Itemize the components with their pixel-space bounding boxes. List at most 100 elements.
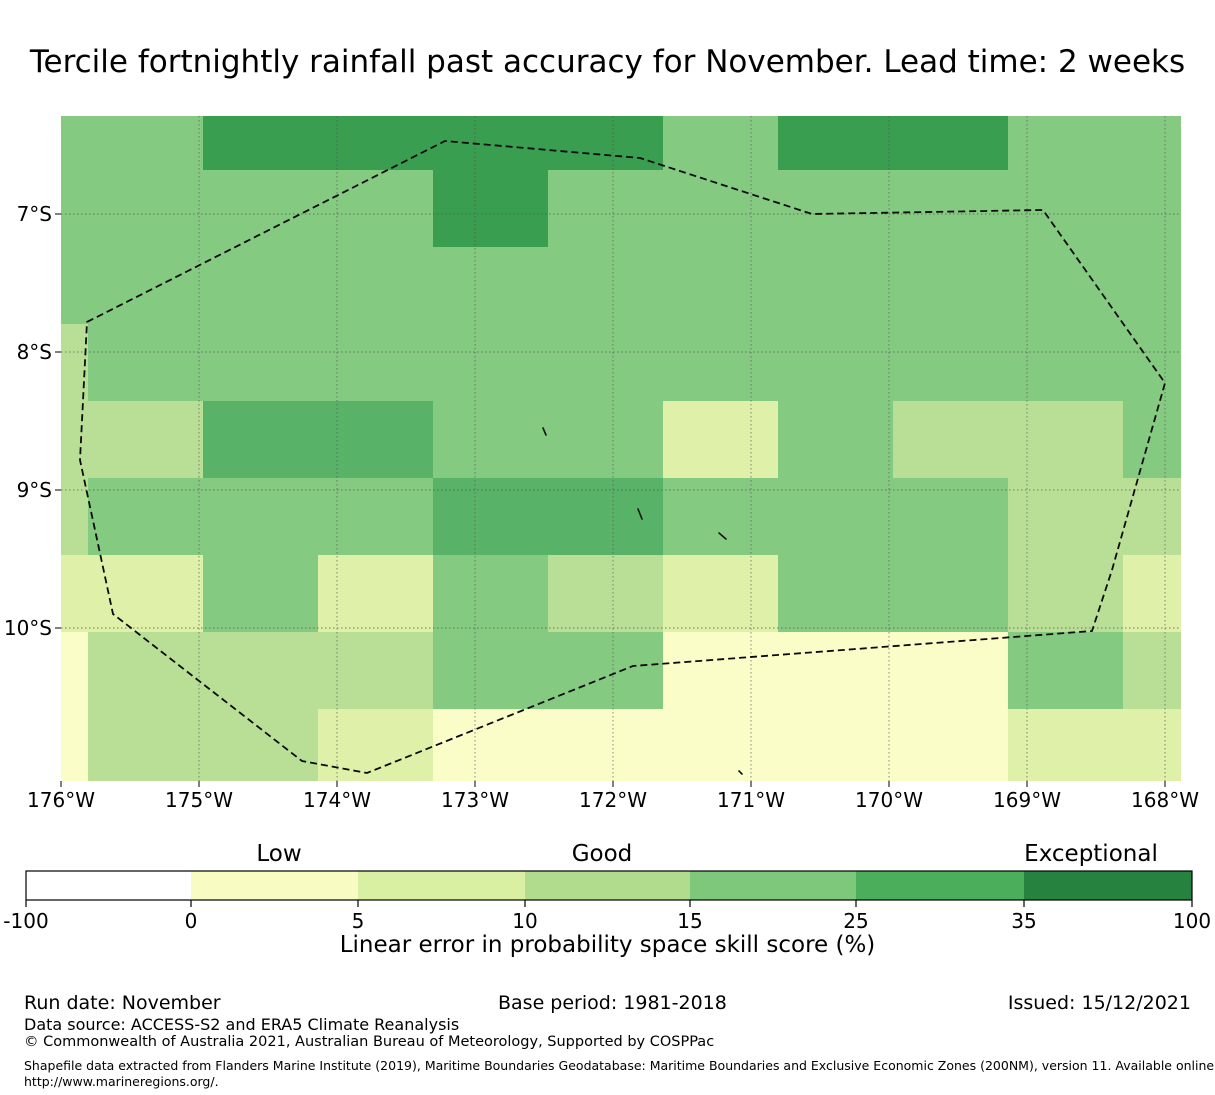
map-cell [663,709,778,781]
longitude-tick-label: 172°W [579,788,647,812]
latitude-tick-label: 10°S [3,616,52,640]
longitude-tick-label: 170°W [855,788,923,812]
map-cell [318,401,433,478]
data-source-label: Data source: ACCESS-S2 and ERA5 Climate … [24,1015,460,1034]
longitude-tick-label: 171°W [717,788,785,812]
colorbar-category-label: Exceptional [1024,841,1158,867]
longitude-tick-label: 173°W [441,788,509,812]
map-cell [663,555,778,632]
map-cell [778,116,893,170]
colorbar-tick-label: 15 [677,909,703,933]
colorbar-tick-label: 5 [351,909,365,933]
map-cell [1123,555,1181,632]
colorbar-segment [1024,871,1192,900]
map-cell [1008,247,1123,324]
colorbar-segment [191,871,358,900]
map-cell [61,324,88,401]
latitude-tick-label: 8°S [16,340,52,364]
map-cell [1123,324,1181,401]
map-cell [88,324,203,401]
shapefile-url: http://www.marineregions.org/. [24,1074,219,1089]
map-cell [88,170,203,247]
map-cell [433,555,548,632]
map-cell [663,401,778,478]
map-cell [778,401,893,478]
colorbar-tick-label: 25 [843,909,869,933]
map-cell [778,709,893,781]
map-cell [1123,632,1181,709]
colorbar-tick-label: 10 [512,909,538,933]
map-cell [318,478,433,555]
island-mark [542,427,547,436]
map-cell [1123,116,1181,170]
map-cell [893,555,1008,632]
map-cell [61,555,88,632]
map-cell [893,709,1008,781]
colorbar-tick-label: 100 [1172,909,1212,933]
map-cell [433,116,548,170]
map-cell [88,247,203,324]
map-cell [61,632,88,709]
map-cell [548,170,663,247]
map-cell [893,401,1008,478]
longitude-tick-label: 174°W [303,788,371,812]
map-cell [778,324,893,401]
longitude-tick-label: 175°W [165,788,233,812]
map-cell [1008,324,1123,401]
issued-date-label: Issued: 15/12/2021 [1007,992,1191,1014]
map-cell [203,401,318,478]
colorbar-category-label: Good [571,841,633,867]
map-cell [318,632,433,709]
map-cell [893,116,1008,170]
island-mark [718,532,727,540]
run-date-label: Run date: November [24,992,221,1014]
map-cell [548,116,663,170]
map-cell [61,401,88,478]
map-cell [1008,116,1123,170]
map-cell [203,632,318,709]
map-cell [1123,709,1181,781]
map-cell [663,632,778,709]
copyright-label: © Commonwealth of Australia 2021, Austra… [24,1034,715,1050]
colorbar-axis-label: Linear error in probability space skill … [339,932,876,958]
map-cell [893,478,1008,555]
map-cell [893,247,1008,324]
colorbar-outline [25,870,1193,901]
map-cell [1008,632,1123,709]
map-cell [433,632,548,709]
map-cell [893,632,1008,709]
island-mark [637,508,643,520]
longitude-tick-label: 168°W [1131,788,1199,812]
latitude-tick-label: 9°S [16,478,52,502]
map-cell [203,116,318,170]
map-cell [61,247,88,324]
map-cell [778,632,893,709]
shapefile-note: Shapefile data extracted from Flanders M… [24,1058,1215,1073]
map-cell [203,324,318,401]
map-cell [433,709,548,781]
colorbar-category-label: Low [256,841,302,867]
colorbar-tick-label: 0 [184,909,198,933]
map-cell [203,247,318,324]
colorbar-segment [358,871,525,900]
latitude-tick-label: 7°S [16,202,52,226]
map-cell [318,116,433,170]
longitude-tick-label: 169°W [993,788,1061,812]
map-cell [1123,170,1181,247]
map-cell [61,116,88,170]
map-cell [88,632,203,709]
longitude-tick-label: 176°W [27,788,95,812]
map-cell [203,170,318,247]
map-cell [1008,555,1123,632]
map-cell [433,170,548,247]
map-cell [893,324,1008,401]
map-cell [318,555,433,632]
map-cell [1123,478,1181,555]
map-cell [61,170,88,247]
map-cell [1008,709,1123,781]
map-cell [203,709,318,781]
map-cell [433,247,548,324]
map-cell [88,555,203,632]
map-cell [433,478,548,555]
